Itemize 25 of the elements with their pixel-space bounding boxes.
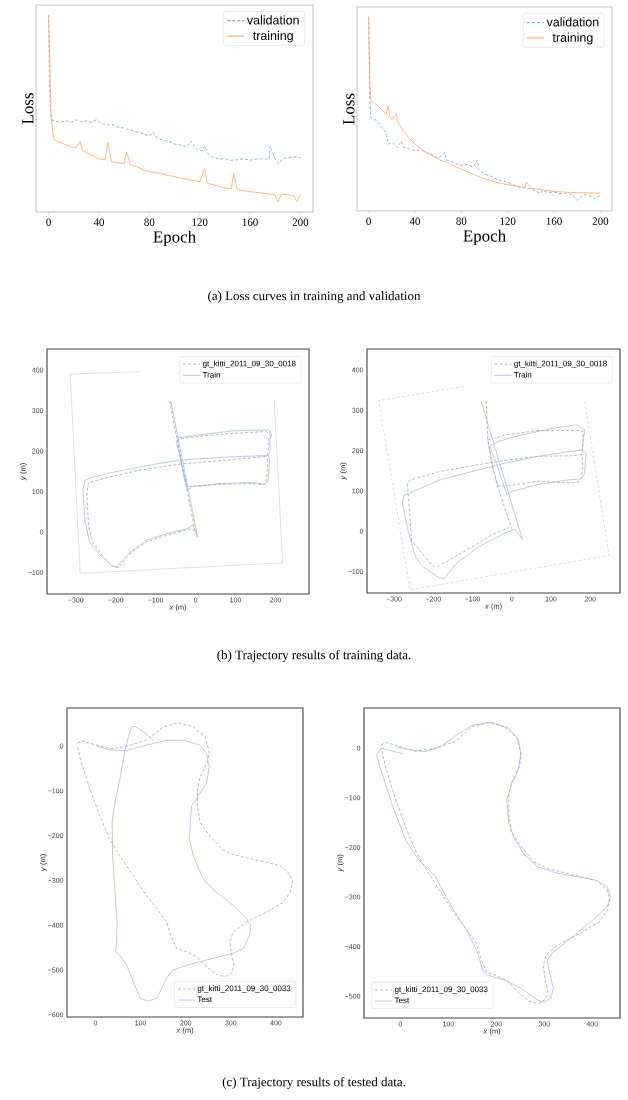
x-tick-label: 200 — [592, 217, 609, 225]
x-tick-label: 200 — [292, 218, 309, 226]
x-tick-label: 160 — [242, 218, 258, 226]
x-axis-title: Epoch — [153, 230, 196, 247]
x-tick-label: 0 — [366, 217, 371, 225]
text: (c) Trajectory results of tested data. — [222, 1077, 405, 1089]
x-tick-label: 40 — [93, 218, 105, 226]
x-tick-label: 80 — [456, 217, 467, 225]
line-series — [69, 371, 283, 574]
text: (a) Loss curves in training and validation — [208, 291, 421, 303]
legend-label: training — [252, 30, 293, 43]
text: (b) Trajectory results of training data. — [217, 650, 411, 662]
x-tick-label: 120 — [192, 218, 208, 226]
legend-label: validation — [246, 15, 299, 25]
line-series — [378, 386, 610, 591]
legend-label: training — [552, 32, 593, 45]
x-tick-label: 160 — [546, 217, 562, 225]
y-axis-title: Loss — [22, 93, 34, 124]
legend-label: validation — [546, 17, 599, 27]
line-series — [77, 722, 293, 978]
x-tick-label: 40 — [409, 217, 421, 225]
x-axis-title: Epoch — [463, 229, 506, 246]
x-tick-label: 80 — [144, 218, 155, 226]
y-axis-title: Loss — [343, 93, 355, 125]
x-tick-label: 120 — [500, 217, 516, 225]
